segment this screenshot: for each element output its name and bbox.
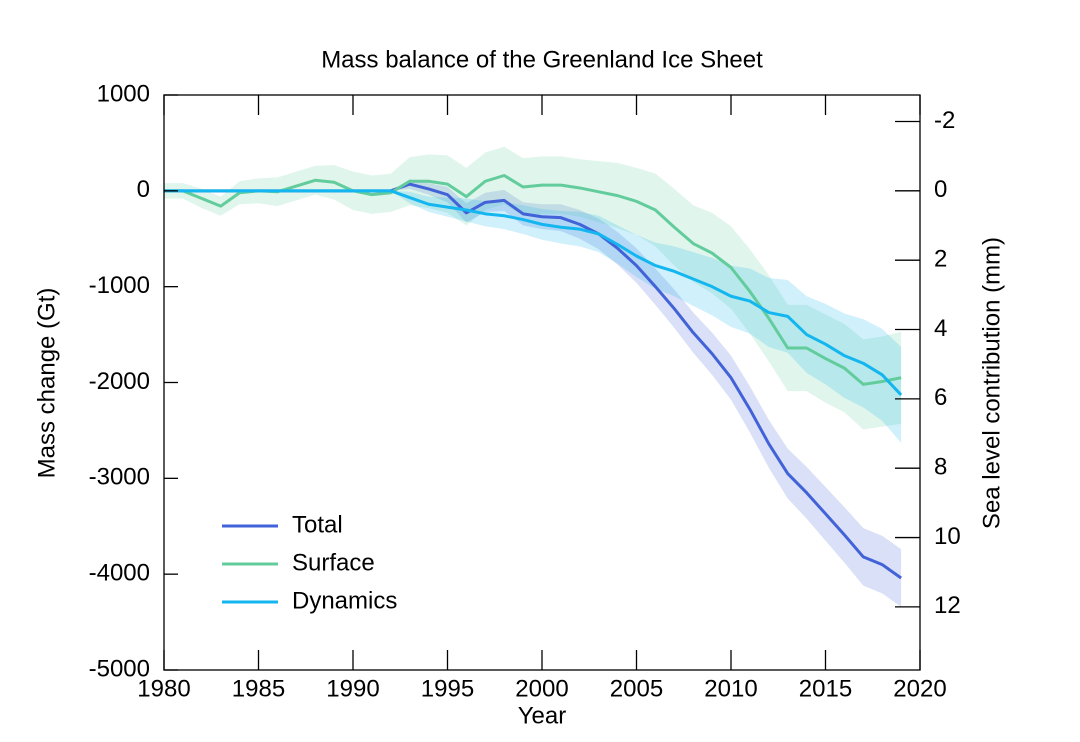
x-tick-label: 2005 [610,675,663,702]
x-axis-label: Year [518,702,567,729]
uncertainty-band [164,146,902,430]
x-tick-label: 1995 [421,675,474,702]
legend-label: Dynamics [292,587,397,614]
x-tick-label: 1980 [137,675,190,702]
uncertainty-band [164,179,902,607]
y2-tick-label: 6 [934,384,947,411]
x-tick-label: 1990 [326,675,379,702]
x-tick-label: 2010 [704,675,757,702]
y2-tick-label: 2 [934,246,947,273]
y-tick-label: -1000 [89,272,150,299]
y-tick-label: -5000 [89,655,150,682]
uncertainty-band [164,190,902,443]
y-tick-label: -2000 [89,368,150,395]
legend-label: Total [292,511,343,538]
y-tick-label: 1000 [97,80,150,107]
y2-tick-label: 8 [934,454,947,481]
y-tick-label: 0 [137,176,150,203]
y2-tick-label: 4 [934,315,947,342]
y2-tick-label: 0 [934,176,947,203]
x-tick-label: 1985 [232,675,285,702]
x-tick-label: 2000 [515,675,568,702]
series-line [164,174,902,386]
y-tick-label: -4000 [89,560,150,587]
y2-tick-label: 12 [934,592,961,619]
y-axis-label: Mass change (Gt) [33,288,60,479]
y2-axis-label: Sea level contribution (mm) [978,237,1005,529]
legend-label: Surface [292,549,375,576]
plot-layer [164,146,903,607]
series-line [164,189,903,396]
y-tick-label: -3000 [89,464,150,491]
x-tick-label: 2020 [893,675,946,702]
x-tick-label: 2015 [799,675,852,702]
y2-tick-label: 10 [934,523,961,550]
y2-tick-label: -2 [934,107,955,134]
chart-title: Mass balance of the Greenland Ice Sheet [321,46,763,73]
